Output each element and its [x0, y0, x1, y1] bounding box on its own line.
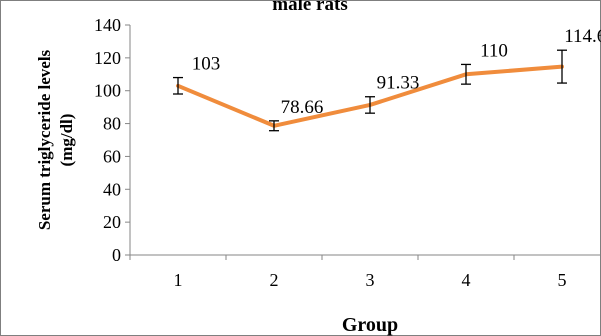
- x-tick-label: 1: [174, 270, 183, 290]
- y-axis-label: Serum triglyceride levels (mg/dl): [35, 49, 76, 230]
- y-tick-label: 60: [103, 146, 121, 166]
- x-tick-label: 2: [270, 270, 279, 290]
- y-tick-label: 20: [103, 212, 121, 232]
- chart-title: male rats: [272, 0, 347, 15]
- axes: 0 20 40 60 80 100 120 140 1 2 3 4 5: [94, 15, 600, 290]
- y-axis-label-line1: Serum triglyceride levels: [35, 49, 54, 230]
- x-tick-label: 4: [462, 270, 471, 290]
- data-label: 110: [480, 40, 508, 61]
- y-tick-label: 120: [94, 48, 121, 68]
- data-label: 91.33: [377, 73, 420, 94]
- x-axis-label: Group: [342, 314, 398, 336]
- data-label: 103: [192, 54, 221, 75]
- x-tick-label: 3: [366, 270, 375, 290]
- data-label: 78.66: [281, 97, 324, 118]
- y-tick-label: 40: [103, 179, 121, 199]
- y-tick-label: 80: [103, 114, 121, 134]
- data-label: 114.66: [564, 26, 601, 47]
- series-marks: 103 78.66 91.33 110 114.66: [173, 26, 601, 132]
- y-tick-label: 0: [112, 245, 121, 265]
- x-tick-label: 5: [558, 270, 567, 290]
- y-tick-label: 100: [94, 81, 121, 101]
- y-tick-label: 140: [94, 15, 121, 35]
- y-axis-label-line2: (mg/dl): [57, 114, 76, 167]
